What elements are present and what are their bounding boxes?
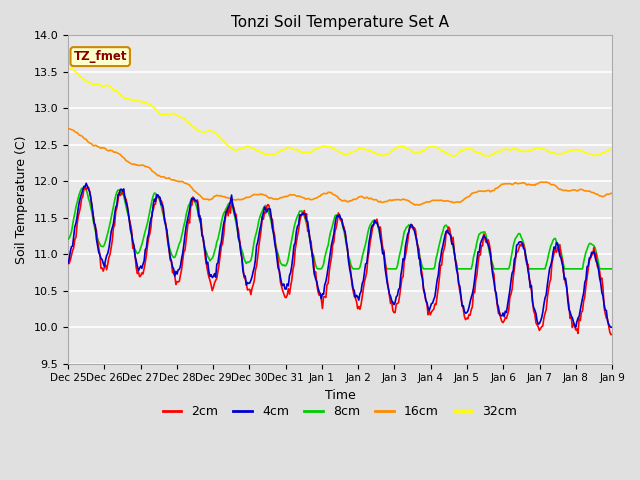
4cm (295, 222, 303, 228)
16cm (64, 125, 72, 131)
32cm (486, 154, 493, 159)
4cm (608, 324, 616, 330)
4cm (465, 304, 473, 310)
2cm (465, 312, 473, 318)
16cm (395, 197, 403, 203)
32cm (608, 145, 616, 151)
2cm (559, 268, 567, 274)
16cm (559, 188, 567, 193)
16cm (465, 194, 473, 200)
Line: 16cm: 16cm (68, 128, 612, 205)
32cm (234, 147, 241, 153)
32cm (559, 150, 567, 156)
2cm (608, 332, 616, 337)
2cm (234, 228, 242, 233)
4cm (64, 260, 72, 266)
8cm (64, 236, 72, 242)
Line: 8cm: 8cm (68, 188, 612, 269)
8cm (467, 266, 474, 272)
16cm (294, 193, 301, 199)
8cm (397, 247, 404, 252)
16cm (369, 196, 376, 202)
8cm (608, 266, 616, 272)
16cm (234, 197, 241, 203)
Title: Tonzi Soil Temperature Set A: Tonzi Soil Temperature Set A (231, 15, 449, 30)
2cm (396, 293, 403, 299)
4cm (572, 324, 580, 330)
4cm (83, 180, 90, 186)
16cm (608, 191, 616, 196)
32cm (64, 65, 72, 71)
32cm (294, 147, 301, 153)
2cm (81, 184, 89, 190)
2cm (607, 332, 615, 337)
8cm (561, 266, 568, 272)
X-axis label: Time: Time (324, 389, 355, 402)
Text: TZ_fmet: TZ_fmet (74, 50, 127, 63)
4cm (396, 286, 403, 291)
Line: 32cm: 32cm (68, 68, 612, 156)
32cm (464, 145, 472, 151)
2cm (370, 221, 378, 227)
8cm (295, 211, 303, 217)
Legend: 2cm, 4cm, 8cm, 16cm, 32cm: 2cm, 4cm, 8cm, 16cm, 32cm (157, 400, 522, 423)
4cm (370, 223, 378, 228)
Line: 2cm: 2cm (68, 187, 612, 335)
16cm (415, 202, 423, 208)
2cm (64, 261, 72, 267)
8cm (78, 185, 86, 191)
4cm (234, 236, 242, 241)
32cm (369, 150, 376, 156)
4cm (559, 265, 567, 271)
8cm (371, 218, 378, 224)
8cm (234, 234, 242, 240)
8cm (314, 266, 322, 272)
Y-axis label: Soil Temperature (C): Soil Temperature (C) (15, 135, 28, 264)
32cm (395, 144, 403, 150)
Line: 4cm: 4cm (68, 183, 612, 327)
2cm (295, 227, 303, 233)
